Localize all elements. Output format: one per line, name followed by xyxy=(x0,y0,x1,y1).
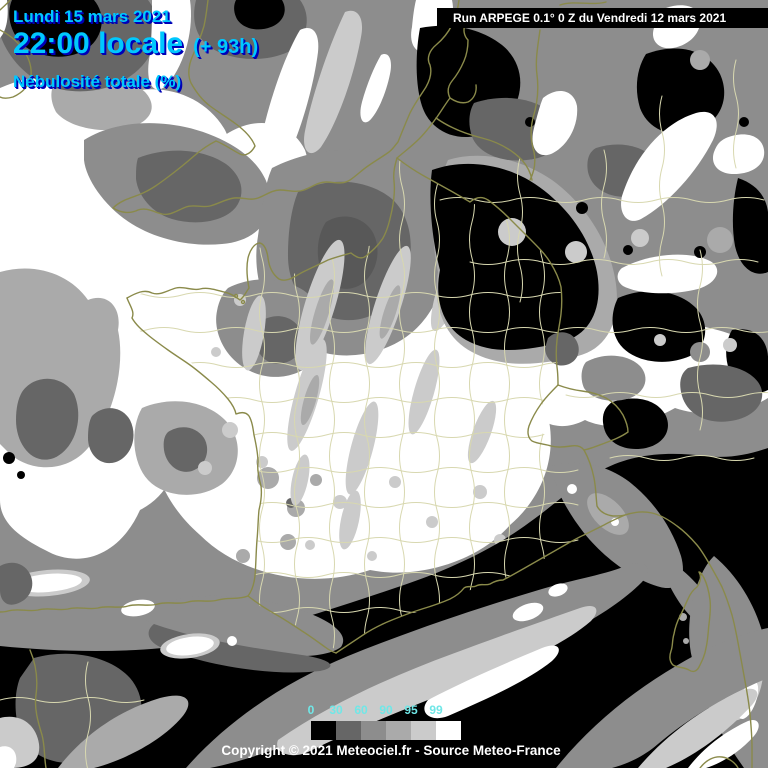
legend-label-30: 30 xyxy=(329,703,343,717)
time-line: 22:00 locale (+ 93h) xyxy=(13,28,258,60)
legend-label-90: 90 xyxy=(379,703,393,717)
mediterranean-coastline xyxy=(335,514,626,654)
legend-swatch-1 xyxy=(336,721,361,740)
corsica-outline xyxy=(669,571,712,673)
legend-label-99: 99 xyxy=(429,703,443,717)
date-label: Lundi 15 mars 2021 xyxy=(13,7,171,26)
run-info-banner: Run ARPEGE 0.1° 0 Z du Vendredi 12 mars … xyxy=(437,8,768,28)
england-coastline xyxy=(112,0,256,209)
clear-sky-region-northeast xyxy=(430,163,599,351)
legend-swatches xyxy=(311,721,461,740)
legend-label-95: 95 xyxy=(404,703,418,717)
legend-swatch-0 xyxy=(311,721,336,740)
legend-swatch-2 xyxy=(361,721,386,740)
legend-swatch-4 xyxy=(411,721,436,740)
france-belgium-border xyxy=(396,157,563,386)
pyrenees-border xyxy=(247,595,337,654)
map-header: Lundi 15 mars 2021 22:00 locale (+ 93h) N… xyxy=(13,8,258,91)
france-coastline xyxy=(126,23,469,301)
department-borders xyxy=(0,59,768,768)
local-time-label: 22:00 locale xyxy=(13,26,184,60)
italy-coastline xyxy=(624,511,753,768)
legend-swatch-5 xyxy=(436,721,461,740)
variable-label: Nébulosité totale (%) xyxy=(13,72,182,92)
forecast-offset-label: (+ 93h) xyxy=(193,35,259,58)
legend-label-0: 0 xyxy=(307,703,315,717)
copyright-label: Copyright © 2021 Meteociel.fr - Source M… xyxy=(221,743,561,758)
legend-label-60: 60 xyxy=(354,703,368,717)
legend-swatch-3 xyxy=(386,721,411,740)
